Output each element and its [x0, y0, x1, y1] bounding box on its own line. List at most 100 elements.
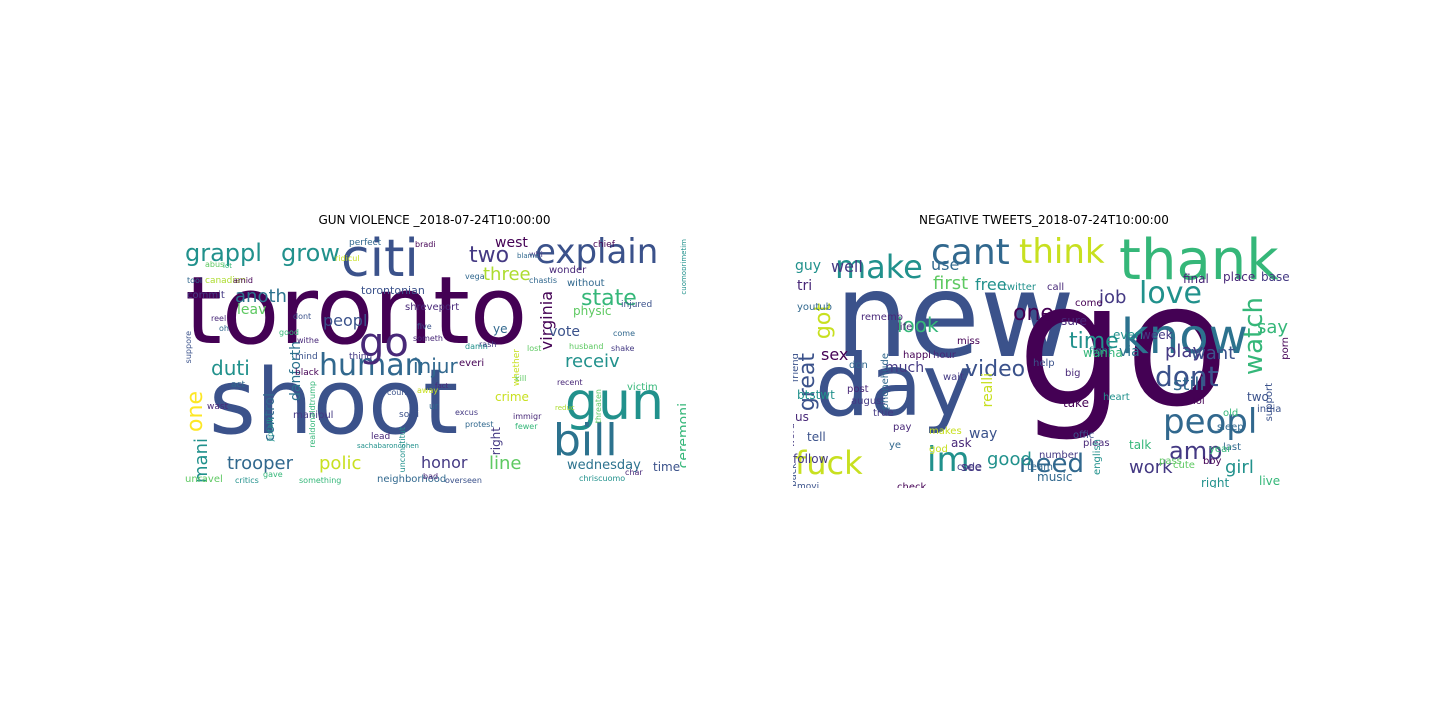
cloud-word: crime — [495, 390, 529, 404]
panel-title: GUN VIOLENCE _2018-07-24T10:00:00 — [318, 213, 551, 227]
cloud-word: wanna — [1083, 346, 1123, 360]
cloud-word: good — [279, 328, 299, 337]
cloud-word: bill — [553, 415, 618, 466]
cloud-word: big — [1065, 368, 1081, 379]
cloud-word: dont — [293, 312, 312, 321]
cloud-word: west — [495, 235, 528, 251]
cloud-word: someth — [413, 334, 443, 343]
cloud-word: char — [625, 468, 643, 477]
cloud-word: leav — [237, 302, 267, 318]
cloud-word: perfect — [349, 238, 382, 248]
cloud-word: whi — [529, 250, 543, 259]
cloud-word: oh — [219, 324, 229, 333]
cloud-word: free — [975, 275, 1007, 294]
cloud-word: trooper — [227, 453, 293, 474]
cloud-word: us — [795, 410, 809, 424]
cloud-word: youtub — [797, 302, 832, 313]
cloud-word: physic — [573, 304, 612, 318]
cloud-word: god — [929, 444, 948, 455]
cloud-word: torontonian — [361, 284, 425, 297]
cloud-word: call — [1047, 282, 1065, 293]
cloud-word: way — [969, 426, 998, 442]
cloud-word: post — [847, 384, 869, 395]
wordcloud: new day go thank know cant think make love dont pe… — [793, 233, 1295, 488]
cloud-word: phonehude — [880, 353, 891, 410]
cloud-word: right — [1201, 476, 1230, 488]
cloud-word: happi — [903, 350, 931, 361]
cloud-word: reduc — [555, 404, 575, 412]
cloud-word: everi — [459, 358, 485, 369]
cloud-word: word — [793, 423, 797, 448]
cloud-word: lot — [223, 262, 232, 270]
cloud-word: vega — [465, 272, 485, 281]
cloud-word: final — [1183, 272, 1209, 286]
cloud-word: ye — [889, 440, 902, 451]
cloud-word: lost — [527, 344, 542, 353]
cloud-word: sorri — [399, 410, 419, 420]
cloud-word: damn — [465, 342, 488, 351]
cloud-word: new — [835, 249, 1075, 384]
cloud-word: fight — [1089, 346, 1112, 357]
cloud-word: dont — [1155, 360, 1219, 393]
cloud-word: two — [1247, 390, 1269, 404]
cloud-word: year — [1209, 444, 1232, 455]
cloud-word: unravel — [185, 474, 223, 485]
cloud-word: without — [567, 278, 605, 289]
cloud-word: everi — [1113, 328, 1144, 342]
cloud-word: bradi — [415, 240, 436, 249]
cloud-word: chriscuomo — [579, 474, 626, 483]
cloud-word: injured — [621, 300, 653, 310]
cloud-word: protest — [465, 420, 494, 429]
cloud-word: tri — [797, 278, 813, 294]
cloud-word: live — [1259, 474, 1281, 488]
cloud-word: chastis — [529, 276, 558, 285]
cloud-word: check — [897, 482, 927, 489]
cloud-word: life — [897, 322, 913, 333]
cloud-word: amp — [1169, 437, 1223, 465]
wordcloud-panel-negative-tweets: NEGATIVE TWEETS_2018-07-24T10:00:00 new d… — [793, 213, 1295, 488]
cloud-word: code — [957, 462, 982, 473]
cloud-word: honor — [421, 453, 468, 472]
cloud-word: sure — [1061, 314, 1087, 328]
cloud-word: boy — [1203, 456, 1222, 467]
cloud-word: makes — [929, 426, 962, 437]
cloud-word: good — [987, 449, 1032, 470]
cloud-word: cant — [931, 233, 1010, 273]
cloud-word: peopl — [323, 311, 368, 330]
cloud-word: sleep — [1217, 422, 1244, 433]
cloud-word: lead — [371, 432, 391, 442]
cloud-word: time — [653, 460, 681, 474]
cloud-word: number — [1039, 450, 1079, 461]
cloud-word: overseen — [445, 476, 482, 485]
cloud-word: come — [613, 329, 636, 338]
cloud-word: play — [1165, 341, 1204, 362]
cloud-word: polic — [319, 453, 362, 474]
cloud-word: thank — [1119, 233, 1279, 293]
cloud-word: time — [1069, 329, 1119, 354]
cloud-word: recent — [557, 378, 583, 387]
cloud-word: receiv — [565, 351, 620, 372]
cloud-word: day — [815, 336, 974, 436]
cloud-word: ye — [493, 322, 508, 336]
cloud-word: realli — [980, 373, 996, 408]
cloud-word: wait — [943, 372, 965, 383]
cloud-word: offic — [1073, 430, 1095, 441]
cloud-word: line — [489, 453, 522, 474]
cloud-word: see — [961, 460, 983, 474]
cloud-word: threaten — [594, 389, 603, 424]
cloud-word: critics — [235, 476, 259, 485]
cloud-word: ask — [951, 436, 972, 450]
cloud-word: movi — [797, 482, 820, 489]
cloud-word: miss — [957, 336, 980, 347]
cloud-word: back — [793, 463, 799, 487]
cloud-word: bad — [423, 472, 439, 481]
cloud-word: realdonaldtrump — [308, 381, 317, 448]
cloud-word: toronto — [185, 257, 528, 366]
cloud-word: chief — [593, 240, 615, 250]
cloud-word: grappl — [185, 239, 262, 267]
cloud-word: rememb — [861, 312, 904, 323]
cloud-word: pay — [893, 422, 912, 433]
cloud-word: look — [897, 313, 939, 337]
cloud-word: music — [1037, 470, 1073, 484]
cloud-word: first — [933, 273, 969, 294]
